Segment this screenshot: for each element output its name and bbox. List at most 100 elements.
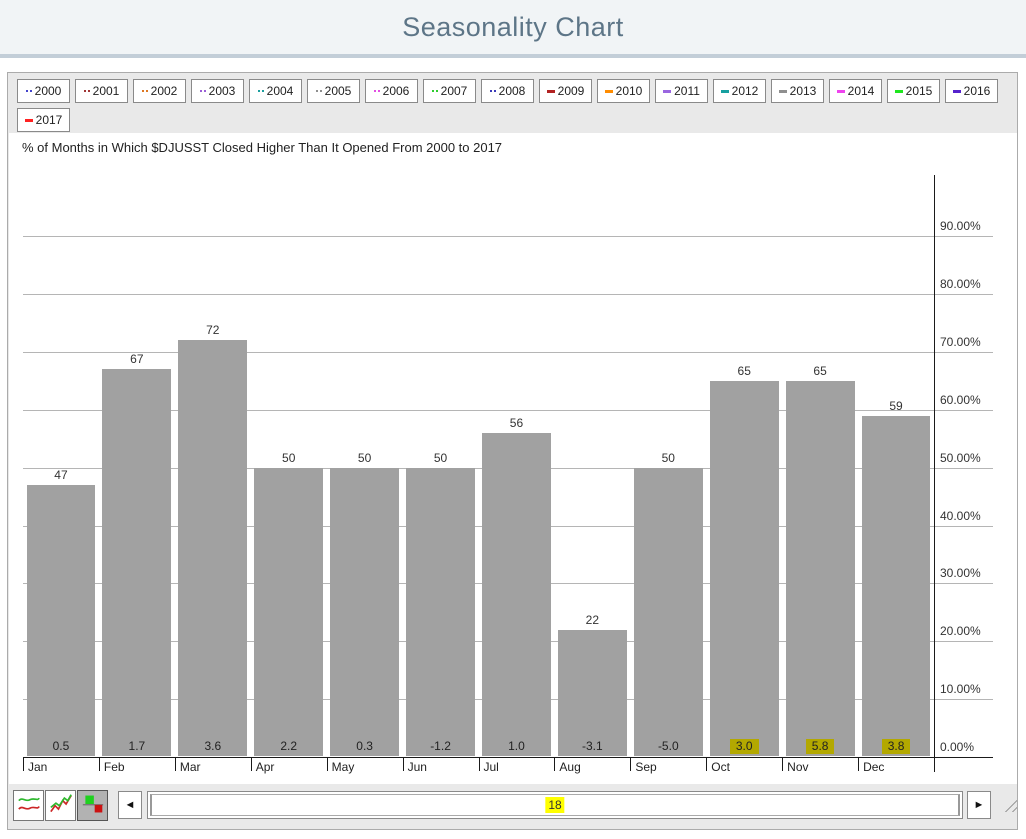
bar-May	[330, 467, 400, 756]
x-axis-label-Jan: Jan	[28, 760, 48, 774]
year-button-2000[interactable]: 2000	[17, 79, 70, 103]
bar-change-value: 3.8	[881, 739, 911, 754]
line-chart-style-button[interactable]	[13, 790, 44, 821]
chart-title: % of Months in Which $DJUSST Closed High…	[22, 140, 503, 155]
year-button-label: 2014	[847, 84, 875, 98]
h-gridline-90	[23, 236, 993, 238]
bar-value-Oct: 65	[737, 363, 751, 378]
bar-change-Jun: -1.2	[403, 739, 479, 754]
year-button-label: 2006	[382, 84, 410, 98]
y-axis-label-70: 70.00%	[940, 334, 981, 349]
dotted-line-icon	[83, 90, 90, 92]
year-button-2006[interactable]: 2006	[365, 79, 418, 103]
bar-Oct	[709, 380, 779, 756]
solid-line-icon	[836, 89, 845, 93]
bar-change-value: 1.0	[508, 739, 525, 753]
year-button-2007[interactable]: 2007	[423, 79, 476, 103]
year-button-label: 2012	[731, 84, 759, 98]
scroll-left-button[interactable]: ◄	[118, 791, 142, 819]
year-button-2010[interactable]: 2010	[597, 79, 650, 103]
cumulative-chart-style-button[interactable]	[45, 790, 76, 821]
bar-Sep	[633, 467, 703, 756]
x-tick-Mar	[174, 757, 176, 771]
year-button-2016[interactable]: 2016	[945, 79, 998, 103]
bar-change-Apr: 2.2	[251, 739, 327, 754]
year-button-label: 2002	[150, 84, 178, 98]
x-tick-Jul	[478, 757, 480, 771]
year-button-label: 2016	[963, 84, 991, 98]
bar-value-Jun: 50	[433, 450, 448, 465]
year-button-label: 2007	[440, 84, 468, 98]
year-button-label: 2004	[266, 84, 294, 98]
year-button-2008[interactable]: 2008	[481, 79, 534, 103]
resize-grip[interactable]	[1001, 796, 1017, 812]
y-axis-line	[934, 175, 935, 772]
x-axis-label-May: May	[331, 760, 355, 774]
h-gridline-80	[23, 294, 993, 296]
bar-Mar	[178, 340, 248, 756]
x-axis-label-Mar: Mar	[179, 760, 201, 774]
year-button-2015[interactable]: 2015	[887, 79, 940, 103]
bar-change-Nov: 5.8	[782, 739, 858, 754]
x-tick-Oct	[706, 757, 708, 771]
bar-Apr	[254, 467, 324, 756]
scrollbar-track[interactable]: 18	[147, 791, 963, 819]
bar-value-Aug: 22	[585, 612, 600, 627]
y-axis-label-0: 0.00%	[940, 740, 975, 754]
x-axis-label-Jun: Jun	[407, 760, 427, 774]
bar-value-Apr: 50	[282, 450, 296, 465]
year-button-2011[interactable]: 2011	[655, 79, 708, 103]
year-button-label: 2013	[789, 84, 817, 98]
year-button-2012[interactable]: 2012	[713, 79, 766, 103]
y-axis-label-90: 90.00%	[940, 219, 981, 234]
x-tick-Jan	[23, 757, 24, 771]
year-button-label: 2005	[324, 84, 352, 98]
bar-change-value: 3.6	[204, 739, 222, 753]
y-axis-label-20: 20.00%	[940, 624, 981, 639]
x-axis-label-Feb: Feb	[103, 760, 125, 774]
cumulative-chart-icon	[49, 793, 73, 818]
year-legend-buttons: 2000 2001 2002 2003 2004 2005 2006 2007 2008 2009…	[17, 79, 1003, 137]
x-axis-label-Oct: Oct	[711, 760, 730, 774]
year-button-2004[interactable]: 2004	[249, 79, 302, 103]
x-tick-Aug	[554, 757, 556, 771]
bar-value-Feb: 67	[130, 352, 144, 367]
year-button-label: 2009	[557, 84, 585, 98]
bar-Dec	[861, 415, 931, 756]
year-button-2005[interactable]: 2005	[307, 79, 360, 103]
year-button-label: 2001	[92, 84, 120, 98]
x-tick-Sep	[630, 757, 632, 771]
x-axis-label-Nov: Nov	[787, 760, 809, 774]
x-axis-label-Aug: Aug	[559, 760, 581, 774]
bar-change-value: 1.7	[128, 739, 146, 753]
dotted-line-icon	[25, 90, 32, 92]
year-button-2003[interactable]: 2003	[191, 79, 244, 103]
x-axis-label-Dec: Dec	[863, 760, 885, 774]
bar-Jun	[406, 467, 475, 756]
histogram-chart-style-button[interactable]	[77, 790, 108, 821]
scrollbar-thumb[interactable]: 18	[150, 794, 960, 816]
year-button-2014[interactable]: 2014	[829, 79, 882, 103]
year-button-2001[interactable]: 2001	[75, 79, 128, 103]
x-axis-label-Apr: Apr	[255, 760, 275, 774]
solid-line-icon	[720, 89, 729, 93]
h-gridline-60	[23, 409, 993, 411]
x-tick-May	[326, 757, 328, 771]
y-axis-label-60: 60.00%	[940, 392, 981, 407]
solid-line-icon	[778, 89, 787, 93]
bar-change-Mar: 3.6	[175, 739, 251, 754]
scroll-right-button[interactable]: ►	[967, 791, 991, 819]
bar-change-value: -3.1	[582, 739, 603, 753]
year-button-2002[interactable]: 2002	[133, 79, 186, 103]
solid-line-icon	[952, 89, 961, 93]
bar-change-Jan: 0.5	[23, 739, 99, 754]
x-tick-Apr	[250, 757, 252, 771]
bar-change-value: 0.3	[356, 739, 373, 753]
year-button-2009[interactable]: 2009	[539, 79, 592, 103]
bar-Nov	[785, 380, 855, 756]
year-button-label: 2017	[35, 113, 63, 127]
year-button-2017[interactable]: 2017	[17, 108, 70, 132]
dotted-line-icon	[431, 90, 438, 92]
year-button-2013[interactable]: 2013	[771, 79, 824, 103]
histogram-chart-icon	[81, 793, 105, 818]
